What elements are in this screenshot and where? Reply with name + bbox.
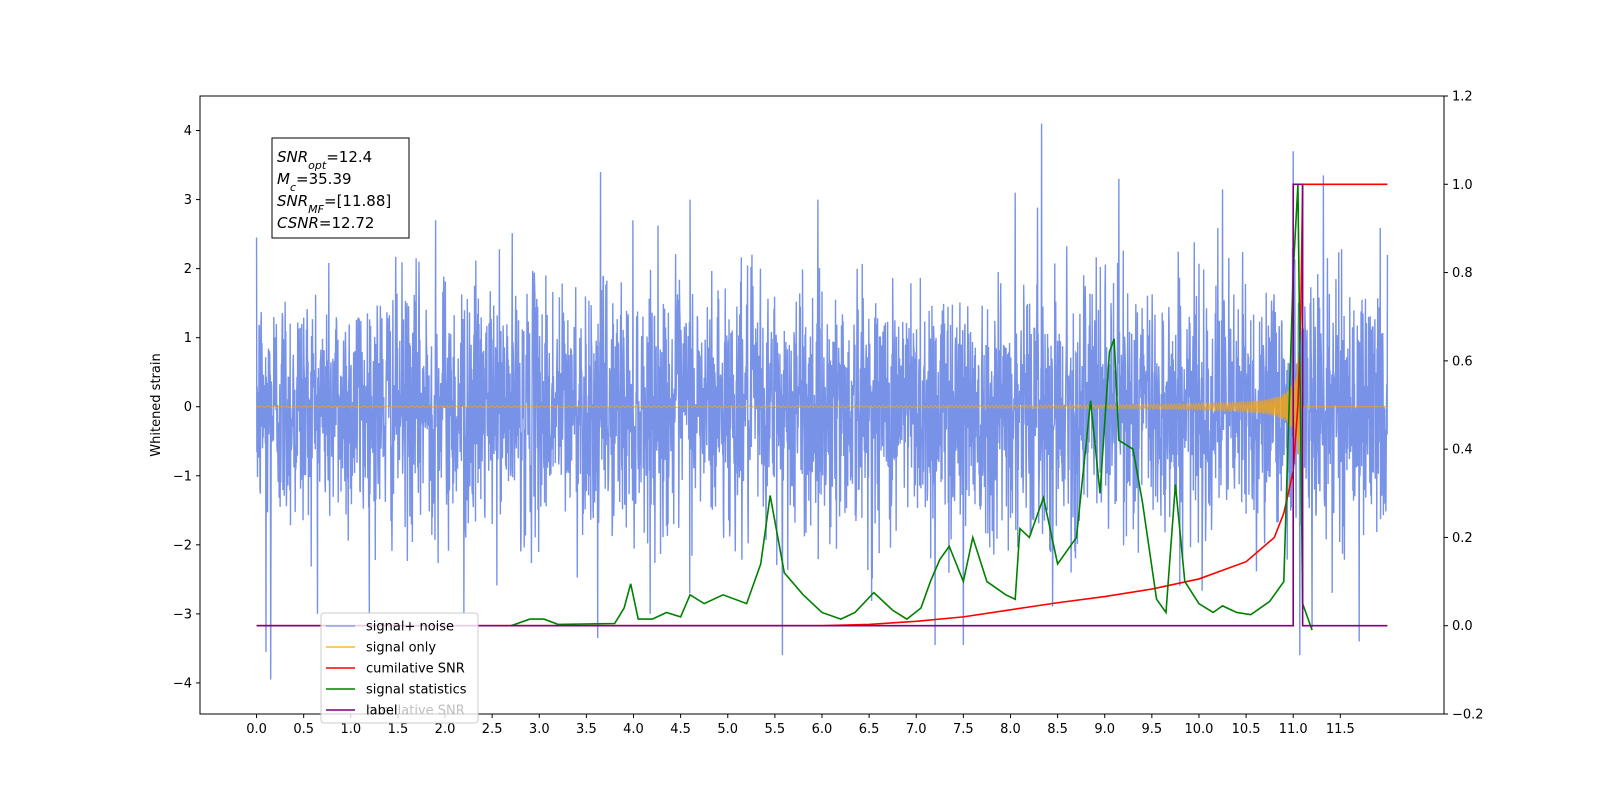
x-tick-label: 8.0 <box>1000 722 1021 737</box>
y-tick-label: 4 <box>184 124 192 139</box>
x-tick-label: 11.5 <box>1326 722 1355 737</box>
x-tick-label: 1.0 <box>340 722 361 737</box>
y-axis-label: Whitened strain <box>149 353 164 456</box>
y-right-tick-label: 0.0 <box>1452 619 1473 634</box>
x-tick-label: 1.5 <box>388 722 409 737</box>
y-right-tick-label: −0.2 <box>1452 708 1484 723</box>
y-tick-label: 3 <box>184 193 192 208</box>
x-tick-label: 10.5 <box>1232 722 1261 737</box>
y-right-tick-label: 1.2 <box>1452 90 1473 105</box>
x-tick-label: 0.5 <box>293 722 314 737</box>
x-tick-label: 10.0 <box>1184 722 1213 737</box>
y-tick-label: −1 <box>173 469 192 484</box>
x-tick-label: 6.5 <box>859 722 880 737</box>
legend-label-signal-noise: signal+ noise <box>366 620 454 635</box>
x-tick-label: 3.5 <box>576 722 597 737</box>
x-tick-label: 5.5 <box>765 722 786 737</box>
legend-label-label: label <box>366 704 397 719</box>
x-tick-label: 5.0 <box>717 722 738 737</box>
y-right-tick-label: 0.8 <box>1452 266 1473 281</box>
series-signal-only-line <box>256 358 1388 455</box>
x-axis: 0.0 0.5 1.0 1.5 2.0 2.5 3.0 3.5 4.0 4.5 5.0 5.5 6.0 6… <box>246 714 1355 737</box>
series-signal-statistics-line <box>510 184 1313 631</box>
y-axis-right: −0.2 0.0 0.2 0.4 0.6 0.8 1.0 1.2 <box>1444 90 1484 723</box>
series-cumilative-snr-line <box>256 183 1388 627</box>
annotation-line: SNRopt=12.4 <box>277 148 372 172</box>
y-tick-label: −4 <box>173 676 192 691</box>
x-tick-label: 2.5 <box>482 722 503 737</box>
y-axis-left: −4 −3 −2 −1 0 1 2 3 4 <box>173 124 200 691</box>
annotation-frame <box>271 137 410 239</box>
legend-label-cumilative-snr: cumilative SNR <box>366 662 465 677</box>
legend: cumilative SNR signal+ noise signal only cu… <box>320 612 479 724</box>
x-tick-label: 9.0 <box>1094 722 1115 737</box>
legend-frame <box>320 612 479 724</box>
annotation-line: CSNR=12.72 <box>277 214 374 232</box>
x-tick-label: 2.0 <box>435 722 456 737</box>
y-right-tick-label: 1.0 <box>1452 178 1473 193</box>
plot-area <box>255 123 1389 680</box>
x-tick-label: 0.0 <box>246 722 267 737</box>
x-tick-label: 9.5 <box>1142 722 1163 737</box>
annotation-line: SNRMF=[11.88] <box>277 192 391 216</box>
y-right-tick-label: 0.6 <box>1452 354 1473 369</box>
y-tick-label: 2 <box>184 262 192 277</box>
x-tick-label: 7.5 <box>953 722 974 737</box>
series-label-line <box>256 183 1388 627</box>
annotation-line: Mc=35.39 <box>277 170 352 194</box>
y-tick-label: −3 <box>173 607 192 622</box>
x-tick-label: 7.0 <box>906 722 927 737</box>
y-right-tick-label: 0.2 <box>1452 531 1473 546</box>
x-tick-label: 6.0 <box>812 722 833 737</box>
y-tick-label: −2 <box>173 538 192 553</box>
y-right-tick-label: 0.4 <box>1452 443 1473 458</box>
x-tick-label: 4.0 <box>623 722 644 737</box>
y-tick-label: 0 <box>184 400 192 415</box>
annotation-box: SNRopt=12.4Mc=35.39SNRMF=[11.88]CSNR=12.… <box>271 137 410 239</box>
legend-label-ghost: cumilative SNR <box>366 704 465 719</box>
y-tick-label: 1 <box>184 331 192 346</box>
legend-label-signal-only: signal only <box>366 641 436 656</box>
x-tick-label: 11.0 <box>1279 722 1308 737</box>
x-tick-label: 4.5 <box>670 722 691 737</box>
series-signal-noise-line <box>255 123 1389 680</box>
legend-label-signal-statistics: signal statistics <box>366 683 467 698</box>
x-tick-label: 3.0 <box>529 722 550 737</box>
x-tick-label: 8.5 <box>1047 722 1068 737</box>
